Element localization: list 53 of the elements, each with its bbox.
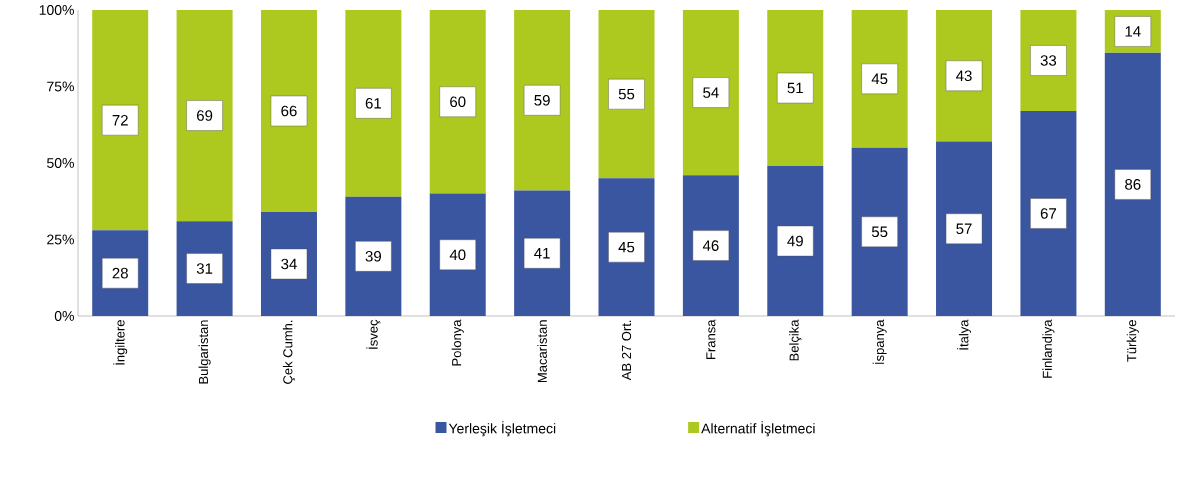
data-label: 55 (618, 88, 635, 100)
x-tick-label: Fransa (706, 319, 716, 359)
x-tick-label: AB 27 Ort. (621, 320, 632, 381)
x-tick-label: Polonya (451, 319, 464, 366)
data-label: 54 (703, 87, 719, 98)
x-tick-label: Macaristan (537, 320, 547, 383)
bar (514, 9, 571, 191)
x-tick-label: Bulgaristan (198, 320, 211, 384)
x-tick-label: İtalya (957, 319, 972, 350)
data-label: 14 (1125, 26, 1141, 37)
data-label: 49 (787, 235, 803, 247)
data-label: 43 (956, 70, 972, 82)
x-tick-label: İspanya (872, 319, 887, 364)
bar (92, 9, 149, 231)
data-label: 57 (956, 223, 972, 235)
legend-label: Alternatif İşletmeci (701, 421, 815, 437)
bar (176, 9, 233, 222)
x-tick-label: Türkiye (1126, 320, 1139, 362)
data-label: 46 (702, 240, 719, 251)
data-label: 40 (449, 249, 466, 261)
bar (345, 9, 402, 197)
data-label: 60 (450, 96, 466, 108)
data-label: 67 (1040, 208, 1057, 219)
bar (1104, 52, 1161, 316)
x-tick-label: Çek Cumh. (282, 320, 296, 384)
data-label: 28 (112, 267, 128, 279)
legend-label: Yerleşik İşletmeci (448, 421, 556, 437)
data-label: 86 (1125, 179, 1141, 190)
bar (429, 9, 486, 194)
data-label: 31 (196, 263, 213, 274)
data-label: 41 (534, 248, 550, 259)
data-label: 33 (1040, 55, 1057, 66)
y-tick-label: 50% (47, 158, 74, 168)
y-tick-label: 25% (47, 234, 74, 245)
data-label: 59 (534, 94, 550, 106)
data-label: 69 (197, 110, 213, 121)
y-tick-label: 75% (47, 81, 74, 92)
bar (1020, 110, 1077, 316)
data-label: 45 (618, 241, 635, 253)
x-tick-label: İngiltere (113, 320, 128, 365)
data-label: 34 (281, 258, 297, 270)
data-label: 55 (871, 226, 888, 238)
data-label: 45 (871, 73, 888, 85)
x-tick-label: Belçika (789, 319, 802, 361)
y-tick-label: 100% (39, 5, 74, 15)
x-tick-label: Finlandiya (1042, 319, 1055, 378)
data-label: 39 (365, 251, 381, 262)
data-label: 66 (281, 105, 297, 117)
data-label: 61 (365, 98, 381, 109)
data-label: 51 (787, 82, 803, 94)
data-label: 72 (112, 114, 128, 126)
x-tick-label: İsveç (366, 319, 381, 349)
y-tick-label: 0% (54, 311, 74, 321)
